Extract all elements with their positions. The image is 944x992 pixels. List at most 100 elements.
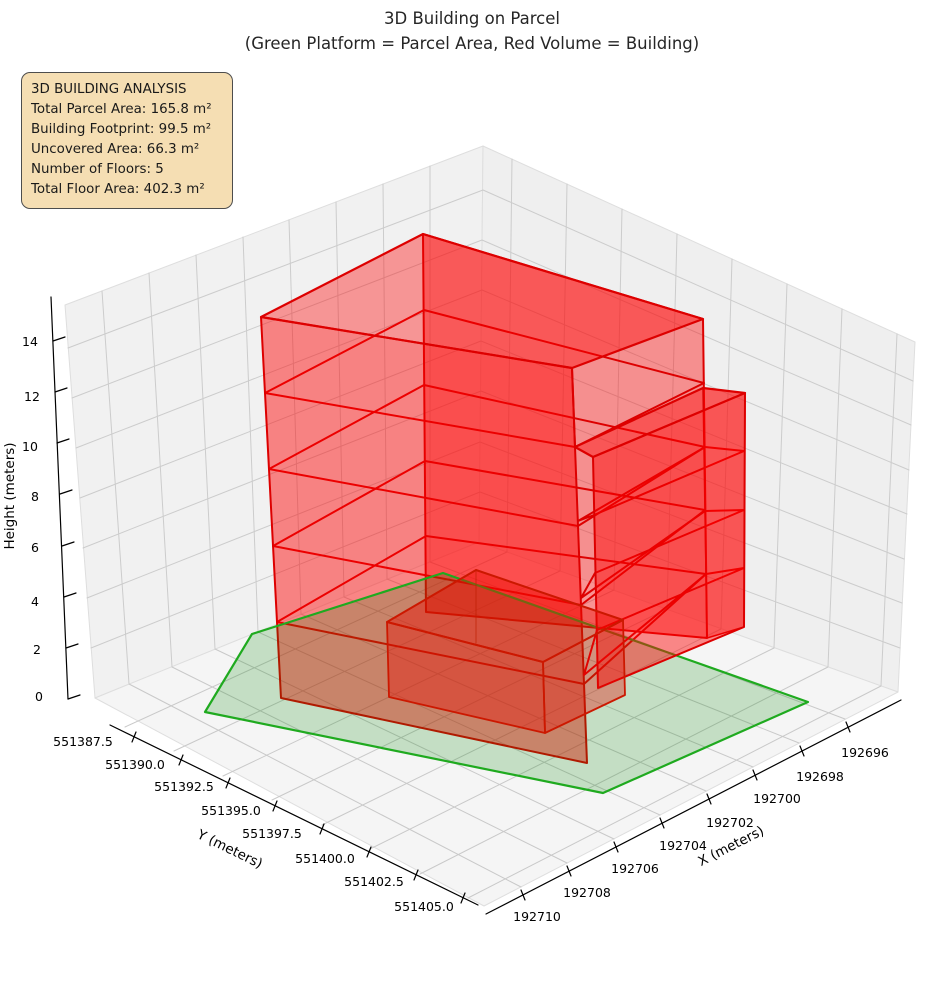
- z-tick-label: 4: [31, 594, 39, 609]
- x-tick-mark: [613, 841, 619, 853]
- grid-floor-x: [214, 648, 615, 840]
- z-tick-label: 8: [31, 489, 39, 504]
- building-c-right-wall: [542, 619, 626, 734]
- analysis-info-box: 3D BUILDING ANALYSIS Total Parcel Area: …: [21, 72, 233, 209]
- grid-floor-x: [128, 683, 522, 888]
- z-tick-mark: [52, 336, 66, 342]
- z-tick-mark: [54, 387, 68, 393]
- z-tick-label: 2: [33, 642, 41, 657]
- grid-floor-y: [222, 589, 615, 777]
- z-tick-mark: [59, 489, 73, 495]
- z-tick-mark: [61, 541, 75, 547]
- x-tick-label: 192706: [611, 861, 659, 876]
- grid-left-pane-x: [288, 219, 302, 615]
- y-tick-label: 551395.0: [201, 803, 261, 818]
- info-total-floor-area: Total Floor Area: 402.3 m²: [31, 182, 205, 197]
- grid-left-pane-z: [90, 491, 481, 649]
- x-tick-label: 192708: [563, 885, 611, 900]
- y-tick-label: 551405.0: [394, 899, 454, 914]
- x-axis-line: [485, 699, 902, 915]
- y-tick-label: 551402.5: [344, 874, 404, 889]
- z-tick-label: 0: [35, 689, 43, 704]
- grid-floor-x: [171, 666, 568, 864]
- grid-left-pane-x: [148, 272, 173, 668]
- info-total-parcel-area: Total Parcel Area: 165.8 m²: [31, 102, 212, 117]
- z-tick-mark: [63, 592, 77, 598]
- grid-floor-y: [419, 666, 829, 875]
- building-a-floor-outline-z12: [264, 309, 705, 448]
- x-tick-mark: [659, 817, 665, 829]
- grid-right-pane-y: [827, 308, 843, 668]
- grid-right-pane-z: [480, 390, 905, 560]
- grid-right-pane-y: [773, 283, 788, 649]
- grid-floor-x: [343, 596, 754, 768]
- z-tick-label: 10: [22, 439, 38, 454]
- grid-right-pane-y: [720, 258, 733, 630]
- z-tick-mark: [67, 694, 81, 700]
- x-tick-mark: [520, 889, 526, 901]
- y-tick-label: 551400.0: [295, 851, 355, 866]
- z-tick-label: 6: [31, 540, 39, 555]
- grid-right-pane-z: [481, 239, 912, 426]
- y-tick-label: 551390.0: [105, 757, 165, 772]
- z-tick-mark: [56, 438, 70, 444]
- z-tick-label: 14: [22, 334, 38, 349]
- x-tick-mark: [706, 793, 712, 805]
- plot-subtitle: (Green Platform = Parcel Area, Red Volum…: [244, 34, 700, 53]
- building-a-back-edge: [422, 233, 427, 613]
- grid-floor-y: [369, 647, 775, 850]
- y-tick-mark: [319, 823, 325, 835]
- grid-right-pane-y: [506, 158, 513, 553]
- grid-left-pane-z: [75, 289, 483, 449]
- y-tick-mark: [131, 731, 137, 743]
- x-tick-mark: [752, 769, 758, 781]
- z-tick-label: 12: [24, 389, 40, 404]
- grid-floor-x: [386, 578, 800, 744]
- grid-left-pane-z: [82, 390, 482, 549]
- grid-floor-y: [271, 608, 668, 801]
- y-tick-mark: [413, 869, 419, 881]
- info-number-of-floors: Number of Floors: 5: [31, 162, 164, 177]
- grid-right-pane-z: [480, 340, 908, 515]
- z-axis-line: [50, 296, 69, 700]
- y-tick-label: 551397.5: [242, 826, 302, 841]
- y-tick-mark: [178, 754, 184, 766]
- x-tick-mark: [845, 721, 851, 733]
- x-tick-label: 192702: [706, 815, 754, 830]
- z-axis-title: Height (meters): [2, 442, 18, 549]
- grid-left-pane-z: [67, 189, 484, 349]
- y-tick-mark: [225, 777, 231, 789]
- x-tick-label: 192710: [513, 909, 561, 924]
- y-tick-label: 551392.5: [154, 779, 214, 794]
- grid-right-pane-z: [482, 189, 914, 382]
- grid-floor-x: [257, 631, 661, 816]
- grid-left-pane-x: [195, 254, 216, 650]
- y-tick-label: 551387.5: [53, 734, 113, 749]
- info-uncovered-area: Uncovered Area: 66.3 m²: [31, 142, 200, 157]
- grid-left-pane-x: [335, 201, 345, 598]
- grid-left-pane-z: [79, 340, 482, 499]
- grid-right-pane-y: [666, 233, 678, 610]
- grid-left-pane-x: [101, 290, 130, 685]
- grid-floor-y: [173, 570, 561, 752]
- grid-floor-x: [300, 613, 707, 792]
- y-tick-mark: [460, 892, 466, 904]
- grid-left-pane-x: [382, 183, 388, 580]
- x-tick-label: 192704: [659, 838, 707, 853]
- info-box-header: 3D BUILDING ANALYSIS: [31, 82, 187, 97]
- info-building-footprint: Building Footprint: 99.5 m²: [31, 122, 212, 137]
- y-tick-mark: [272, 800, 278, 812]
- y-axis-line: [109, 724, 479, 906]
- grid-right-pane-y: [559, 183, 568, 572]
- pane-floor: [94, 541, 899, 907]
- x-tick-label: 192698: [796, 769, 844, 784]
- grid-right-pane-y: [613, 208, 623, 591]
- z-tick-mark: [65, 643, 79, 649]
- parcel-platform: [203, 571, 810, 795]
- grid-floor-y: [467, 685, 882, 899]
- x-tick-label: 192700: [753, 791, 801, 806]
- grid-floor-x: [429, 561, 846, 720]
- grid-left-pane-x: [242, 236, 259, 633]
